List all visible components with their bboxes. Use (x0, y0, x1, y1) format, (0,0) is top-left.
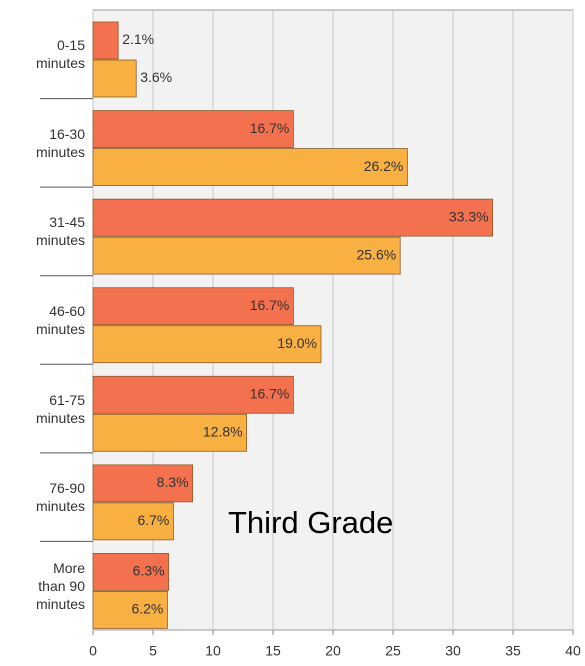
bar (92, 110, 294, 148)
value-label: 33.3% (449, 208, 489, 224)
bar (92, 59, 137, 98)
bar (92, 236, 401, 275)
value-label: 25.6% (356, 246, 396, 262)
x-tick-label: 30 (445, 643, 461, 659)
bar (92, 148, 408, 186)
value-label: 3.6% (140, 69, 172, 85)
x-tick-label: 35 (505, 643, 521, 659)
bar (92, 413, 248, 452)
x-tick-label: 20 (325, 643, 341, 659)
x-tick-label: 15 (265, 643, 281, 659)
x-tick-label: 5 (149, 643, 157, 659)
category-label: 31-45 minutes (35, 214, 85, 249)
x-tick-label: 0 (89, 643, 97, 659)
value-label: 26.2% (364, 158, 404, 174)
value-label: 6.3% (133, 563, 165, 579)
bar (92, 464, 193, 503)
annotation: Third Grade (228, 505, 393, 540)
value-label: 16.7% (250, 297, 290, 313)
bar (92, 502, 174, 541)
bar (92, 198, 494, 237)
bars: 2.1% 3.6% 16.7% 26.2% 33.3% 25.6% 16.7% 19.0% 16… (92, 21, 494, 629)
bar (92, 21, 119, 60)
x-tick-label: 25 (385, 643, 401, 659)
x-tick-label: 10 (205, 643, 221, 659)
category-label: 61-75 minutes (35, 391, 85, 426)
value-label: 16.7% (250, 385, 290, 401)
value-label: 19.0% (277, 335, 317, 351)
value-label: 16.7% (250, 120, 290, 136)
value-label: 2.1% (122, 31, 154, 47)
bar (92, 325, 322, 364)
bar (92, 591, 168, 629)
bar (92, 375, 294, 414)
category-label: 0-15 minutes (35, 37, 85, 72)
category-label: 46-60 minutes (35, 303, 85, 337)
bar (92, 287, 294, 326)
value-label: 8.3% (157, 474, 189, 490)
value-label: 12.8% (203, 423, 243, 439)
value-label: 6.2% (131, 601, 163, 617)
bar (92, 553, 169, 591)
value-label: 6.7% (137, 512, 169, 528)
category-label: 76-90 minutes (35, 480, 85, 515)
category-label: More than 90 minutes (35, 559, 85, 612)
category-label: 16-30 minutes (35, 125, 85, 160)
x-tick-label: 40 (565, 643, 581, 659)
